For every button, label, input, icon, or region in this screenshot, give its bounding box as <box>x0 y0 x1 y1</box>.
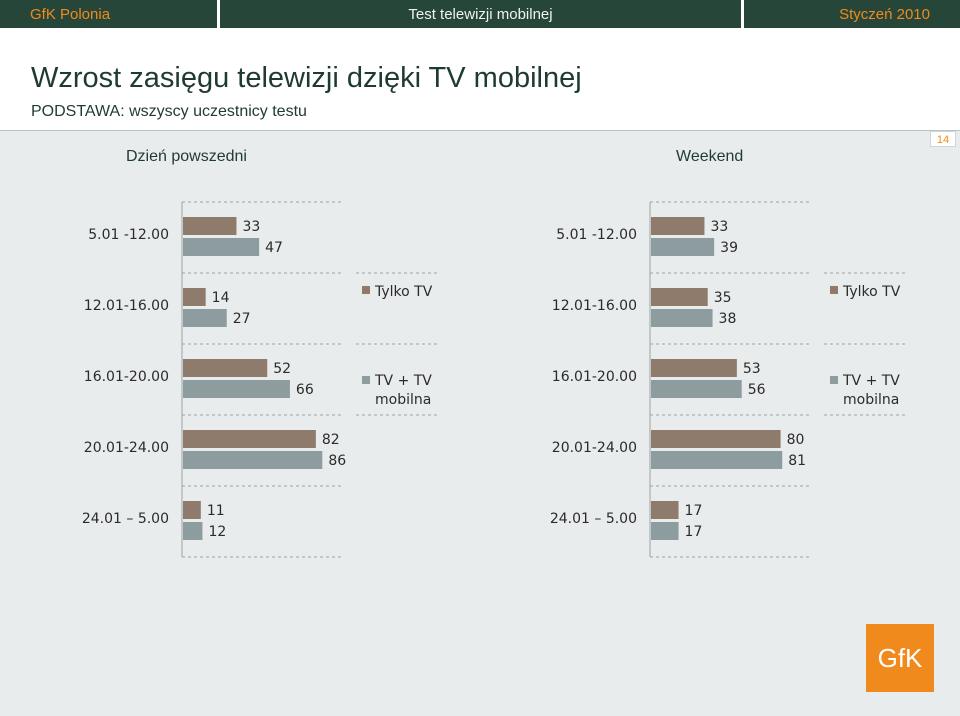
category-label: 16.01-20.00 <box>552 369 637 385</box>
top-bar: GfK Polonia Test telewizji mobilnej Styc… <box>0 0 960 30</box>
data-label: 33 <box>242 219 260 235</box>
legend-label-tylko-tv: Tylko TV <box>374 284 433 300</box>
bar-tv-mobilna <box>183 522 203 540</box>
bar-tv-mobilna <box>651 380 742 398</box>
date-label: Styczeń 2010 <box>744 0 960 28</box>
slide-title: Wzrost zasięgu telewizji dzięki TV mobil… <box>31 62 582 94</box>
bar-tylko-tv <box>183 359 268 377</box>
data-label: 86 <box>328 453 346 469</box>
category-label: 12.01-16.00 <box>552 298 637 314</box>
bar-tv-mobilna <box>651 522 679 540</box>
bar-tylko-tv <box>183 288 206 306</box>
bar-tv-mobilna <box>183 309 227 327</box>
bar-tylko-tv <box>651 359 737 377</box>
data-label: 33 <box>710 219 728 235</box>
category-label: 12.01-16.00 <box>84 298 169 314</box>
category-label: 24.01 – 5.00 <box>550 511 637 527</box>
category-label: 20.01-24.00 <box>84 440 169 456</box>
gfk-logo: GfK <box>866 624 934 692</box>
legend-label-tv-mobilna-line1: TV + TV <box>374 373 432 389</box>
bar-tylko-tv <box>651 430 781 448</box>
bar-tv-mobilna <box>651 238 715 256</box>
bar-tylko-tv <box>651 217 705 235</box>
divider <box>0 130 960 131</box>
legend-label-tv-mobilna-line2: mobilna <box>843 392 899 408</box>
data-label: 14 <box>212 290 230 306</box>
data-label: 11 <box>207 503 225 519</box>
legend-label-tv-mobilna-line1: TV + TV <box>842 373 900 389</box>
category-label: 20.01-24.00 <box>552 440 637 456</box>
page-number: 14 <box>930 131 956 147</box>
category-label: 24.01 – 5.00 <box>82 511 169 527</box>
bar-tv-mobilna <box>651 451 783 469</box>
data-label: 12 <box>208 524 226 540</box>
legend-label-tylko-tv: Tylko TV <box>842 284 901 300</box>
data-label: 53 <box>743 361 761 377</box>
data-label: 27 <box>233 311 251 327</box>
brand-label: GfK Polonia <box>0 0 217 28</box>
category-label: 5.01 -12.00 <box>556 227 637 243</box>
data-label: 35 <box>714 290 732 306</box>
bar-tv-mobilna <box>183 380 290 398</box>
bar-tylko-tv <box>183 501 201 519</box>
data-label: 38 <box>719 311 737 327</box>
bar-tylko-tv <box>651 501 679 519</box>
data-label: 17 <box>685 524 703 540</box>
bar-tylko-tv <box>183 430 316 448</box>
data-label: 39 <box>720 240 738 256</box>
bar-tv-mobilna <box>183 238 260 256</box>
data-label: 52 <box>273 361 291 377</box>
category-label: 5.01 -12.00 <box>88 227 169 243</box>
chart-title-weekday: Dzień powszedni <box>126 148 247 165</box>
data-label: 82 <box>322 432 340 448</box>
slide-header <box>0 30 960 130</box>
slide-subtitle: PODSTAWA: wszyscy uczestnicy testu <box>31 103 307 120</box>
bar-tv-mobilna <box>183 451 323 469</box>
data-label: 56 <box>748 382 766 398</box>
chart-weekend: 5.01 -12.00 33 39 12.01-16.00 35 38 16.01-20.0… <box>550 201 908 558</box>
presentation-title: Test telewizji mobilnej <box>220 0 741 28</box>
legend-swatch-tylko-tv <box>362 286 370 294</box>
data-label: 80 <box>787 432 805 448</box>
data-label: 66 <box>296 382 314 398</box>
category-label: 16.01-20.00 <box>84 369 169 385</box>
data-label: 17 <box>685 503 703 519</box>
bar-tylko-tv <box>183 217 237 235</box>
chart-title-weekend: Weekend <box>676 148 744 165</box>
data-label: 47 <box>265 240 283 256</box>
bar-tv-mobilna <box>651 309 713 327</box>
legend-swatch-tv-mobilna <box>362 376 370 384</box>
legend-swatch-tv-mobilna <box>830 376 838 384</box>
legend-label-tv-mobilna-line2: mobilna <box>375 392 431 408</box>
legend-swatch-tylko-tv <box>830 286 838 294</box>
bar-tylko-tv <box>651 288 708 306</box>
data-label: 81 <box>788 453 806 469</box>
